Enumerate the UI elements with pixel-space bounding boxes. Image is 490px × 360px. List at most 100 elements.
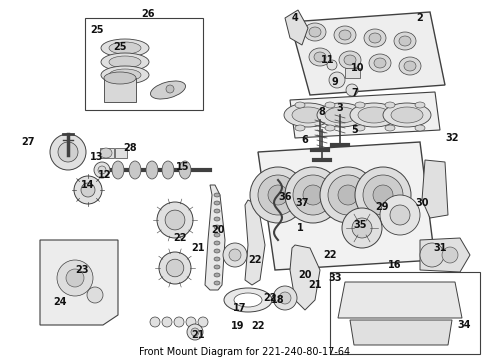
Ellipse shape [295, 102, 305, 108]
Polygon shape [290, 12, 445, 95]
Ellipse shape [346, 84, 358, 96]
Ellipse shape [342, 208, 382, 248]
Ellipse shape [329, 72, 345, 88]
Ellipse shape [109, 56, 141, 68]
Polygon shape [245, 200, 265, 285]
Bar [345, 68, 360, 78]
Ellipse shape [109, 69, 141, 81]
Polygon shape [350, 320, 452, 345]
Ellipse shape [279, 292, 291, 304]
Ellipse shape [325, 125, 335, 131]
Ellipse shape [104, 72, 136, 84]
Ellipse shape [74, 176, 102, 204]
Bar [330, 272, 480, 354]
Ellipse shape [380, 195, 420, 235]
Polygon shape [285, 10, 308, 45]
Text: 4: 4 [292, 13, 298, 23]
Ellipse shape [187, 324, 203, 340]
Ellipse shape [304, 23, 326, 41]
Text: 20: 20 [298, 270, 312, 280]
Ellipse shape [338, 185, 358, 205]
Ellipse shape [358, 107, 390, 123]
Text: 37: 37 [295, 198, 309, 208]
Ellipse shape [198, 317, 208, 327]
Ellipse shape [150, 317, 160, 327]
Text: 32: 32 [445, 133, 459, 143]
Text: 24: 24 [53, 297, 67, 307]
Text: 5: 5 [352, 125, 358, 135]
Text: 9: 9 [332, 77, 339, 87]
Text: 15: 15 [176, 162, 190, 172]
Text: 35: 35 [353, 220, 367, 230]
Ellipse shape [109, 42, 141, 54]
Ellipse shape [309, 27, 321, 37]
Text: 21: 21 [308, 280, 322, 290]
Text: 33: 33 [328, 273, 342, 283]
Text: 14: 14 [81, 180, 95, 190]
Ellipse shape [157, 202, 193, 238]
Ellipse shape [87, 287, 103, 303]
Ellipse shape [214, 241, 220, 245]
Ellipse shape [295, 125, 305, 131]
Text: 25: 25 [113, 42, 127, 52]
Ellipse shape [58, 142, 78, 162]
Ellipse shape [166, 85, 174, 93]
Text: 30: 30 [415, 198, 429, 208]
Ellipse shape [404, 61, 416, 71]
Polygon shape [420, 238, 470, 272]
Text: 22: 22 [263, 293, 277, 303]
Ellipse shape [273, 286, 297, 310]
Text: 1: 1 [296, 223, 303, 233]
Text: 22: 22 [248, 255, 262, 265]
Polygon shape [290, 92, 440, 138]
Ellipse shape [325, 107, 357, 123]
Ellipse shape [390, 205, 410, 225]
Ellipse shape [420, 243, 444, 267]
Ellipse shape [166, 259, 184, 277]
Ellipse shape [339, 51, 361, 69]
Ellipse shape [214, 249, 220, 253]
Ellipse shape [314, 52, 326, 62]
Ellipse shape [394, 32, 416, 50]
Ellipse shape [415, 125, 425, 131]
Text: 36: 36 [278, 192, 292, 202]
Text: Front Mount Diagram for 221-240-80-17-64: Front Mount Diagram for 221-240-80-17-64 [140, 347, 350, 357]
Ellipse shape [214, 209, 220, 213]
Ellipse shape [146, 161, 158, 179]
Ellipse shape [284, 103, 332, 127]
Text: 21: 21 [191, 330, 205, 340]
Ellipse shape [214, 225, 220, 229]
Text: 28: 28 [123, 143, 137, 153]
Ellipse shape [369, 33, 381, 43]
Polygon shape [290, 245, 320, 310]
Text: 16: 16 [388, 260, 402, 270]
Ellipse shape [385, 125, 395, 131]
Polygon shape [422, 160, 448, 218]
Text: 27: 27 [21, 137, 35, 147]
Text: 3: 3 [337, 103, 343, 113]
Bar [85, 18, 203, 110]
Ellipse shape [268, 185, 288, 205]
Ellipse shape [352, 218, 372, 238]
Text: 19: 19 [231, 321, 245, 331]
Text: 21: 21 [191, 243, 205, 253]
Ellipse shape [415, 102, 425, 108]
Ellipse shape [101, 53, 149, 71]
Polygon shape [338, 282, 462, 318]
Ellipse shape [399, 36, 411, 46]
Ellipse shape [214, 233, 220, 237]
Ellipse shape [179, 161, 191, 179]
Ellipse shape [363, 175, 403, 215]
Ellipse shape [214, 193, 220, 197]
Ellipse shape [344, 55, 356, 65]
Ellipse shape [317, 103, 365, 127]
Ellipse shape [101, 66, 149, 84]
Ellipse shape [112, 161, 124, 179]
Ellipse shape [292, 107, 324, 123]
Bar [104, 78, 136, 102]
Text: 11: 11 [321, 55, 335, 65]
Ellipse shape [214, 265, 220, 269]
Ellipse shape [350, 103, 398, 127]
Text: 22: 22 [173, 233, 187, 243]
Polygon shape [258, 142, 435, 270]
